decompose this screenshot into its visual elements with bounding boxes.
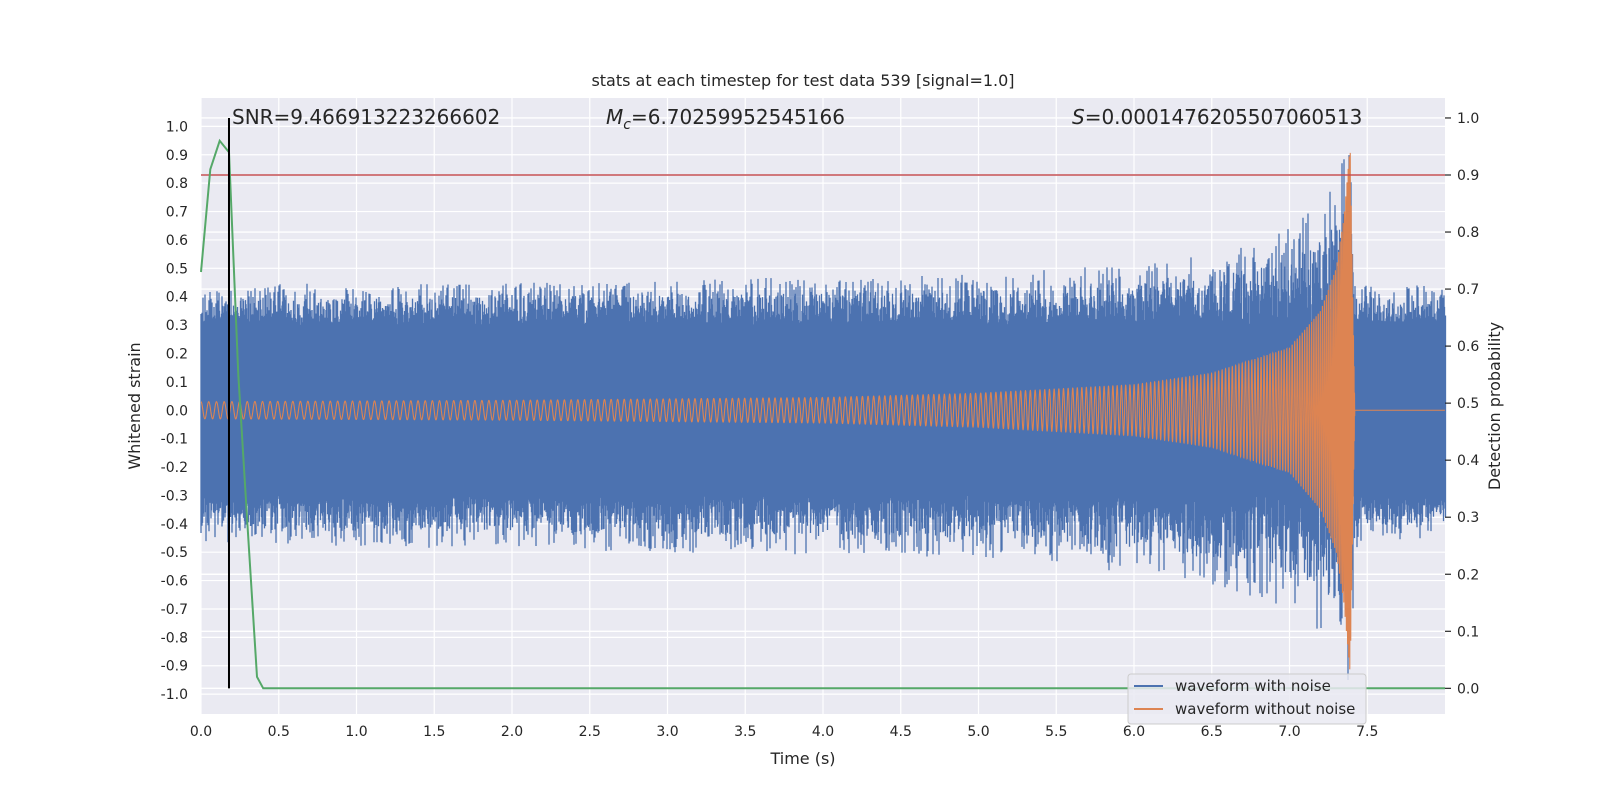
- y-tick-label-left: -1.0: [161, 687, 188, 703]
- x-tick-label: 2.0: [501, 724, 523, 740]
- x-tick-label: 4.5: [890, 724, 912, 740]
- chart-title: stats at each timestep for test data 539…: [591, 71, 1014, 90]
- annotation-mc-subscript: c: [623, 117, 631, 133]
- annotation-mc-value: =6.70259952545166: [631, 105, 845, 129]
- y-tick-label-left: 0.8: [166, 176, 188, 192]
- annotation-mc-symbol: M: [606, 105, 623, 129]
- y-tick-label-left: 0.2: [166, 346, 188, 362]
- y-tick-label-left: -0.3: [161, 488, 188, 504]
- y-tick-label-left: -0.5: [161, 545, 188, 561]
- x-tick-label: 6.5: [1201, 724, 1223, 740]
- y-tick-label-left: -0.6: [161, 574, 188, 590]
- y-tick-label-left: 0.1: [166, 375, 188, 391]
- y-axis-left-label: Whitened strain: [125, 342, 144, 469]
- x-tick-label: 6.0: [1123, 724, 1145, 740]
- x-tick-label: 0.0: [190, 724, 212, 740]
- y-tick-label-right: 0.7: [1457, 282, 1479, 298]
- series-waveform-without-noise: [200, 152, 1445, 670]
- plot-area: [200, 117, 1447, 690]
- y-tick-label-left: 1.0: [166, 119, 188, 135]
- y-tick-label-left: -0.1: [161, 432, 188, 448]
- x-tick-label: 3.0: [656, 724, 678, 740]
- y-tick-label-right: 0.5: [1457, 396, 1479, 412]
- x-axis: 0.0 0.5 1.0 1.5 2.0 2.5 3.0 3.5 4.0 4.5 5.0 5.5 6.0 6…: [190, 724, 1379, 740]
- y-tick-label-left: 0.4: [166, 290, 188, 306]
- y-tick-label-right: 0.1: [1457, 624, 1479, 640]
- x-tick-label: 7.0: [1278, 724, 1300, 740]
- y-tick-label-right: 0.8: [1457, 225, 1479, 241]
- y-tick-label-right: 1.0: [1457, 111, 1479, 127]
- x-tick-label: 5.5: [1045, 724, 1067, 740]
- y-axis-left: 1.0 0.9 0.8 0.7 0.6 0.5 0.4 0.3 0.2 0.1 0.0 -0.1 -0.…: [161, 119, 188, 703]
- annotation-snr: SNR=9.466913223266602: [232, 105, 500, 129]
- legend-label-noise: waveform with noise: [1175, 677, 1331, 695]
- y-tick-label-left: -0.4: [161, 517, 188, 533]
- y-tick-label-left: -0.9: [161, 659, 188, 675]
- y-tick-label-left: -0.8: [161, 630, 188, 646]
- x-tick-label: 5.0: [967, 724, 989, 740]
- x-tick-label: 3.5: [734, 724, 756, 740]
- series-detection-probability: [200, 138, 1445, 690]
- x-axis-label: Time (s): [769, 749, 835, 768]
- y-axis-right-label: Detection probability: [1485, 322, 1504, 490]
- y-tick-label-left: 0.6: [166, 233, 188, 249]
- y-tick-label-left: -0.7: [161, 602, 188, 618]
- x-tick-label: 1.0: [345, 724, 367, 740]
- x-tick-label: 4.0: [812, 724, 834, 740]
- y-tick-label-left: 0.7: [166, 205, 188, 221]
- y-axis-right: 1.0 0.9 0.8 0.7 0.6 0.5 0.4 0.3 0.2 0.1 0.0: [1445, 111, 1479, 697]
- x-tick-label: 1.5: [423, 724, 445, 740]
- y-tick-label-left: 0.5: [166, 261, 188, 277]
- legend-label-clean: waveform without noise: [1175, 700, 1355, 718]
- annotation-mc: Mc=6.70259952545166: [606, 105, 845, 133]
- y-tick-label-left: 0.0: [166, 403, 188, 419]
- x-tick-label: 7.5: [1356, 724, 1378, 740]
- y-tick-label-right: 0.2: [1457, 567, 1479, 583]
- x-tick-label: 0.5: [268, 724, 290, 740]
- legend-box: [1127, 673, 1367, 725]
- y-tick-label-right: 0.4: [1457, 453, 1479, 469]
- y-tick-label-right: 0.6: [1457, 339, 1479, 355]
- annotation-s-symbol: S: [1072, 105, 1085, 129]
- annotation-s-value: =0.0001476205507060513: [1085, 105, 1363, 129]
- y-tick-label-left: 0.9: [166, 148, 188, 164]
- legend: waveform with noise waveform without noi…: [1127, 673, 1367, 725]
- annotation-s: S=0.0001476205507060513: [1072, 105, 1362, 129]
- x-tick-label: 2.5: [579, 724, 601, 740]
- y-tick-label-right: 0.0: [1457, 681, 1479, 697]
- y-tick-label-left: 0.3: [166, 318, 188, 334]
- y-tick-label-right: 0.9: [1457, 168, 1479, 184]
- y-tick-label-right: 0.3: [1457, 510, 1479, 526]
- y-tick-label-left: -0.2: [161, 460, 188, 476]
